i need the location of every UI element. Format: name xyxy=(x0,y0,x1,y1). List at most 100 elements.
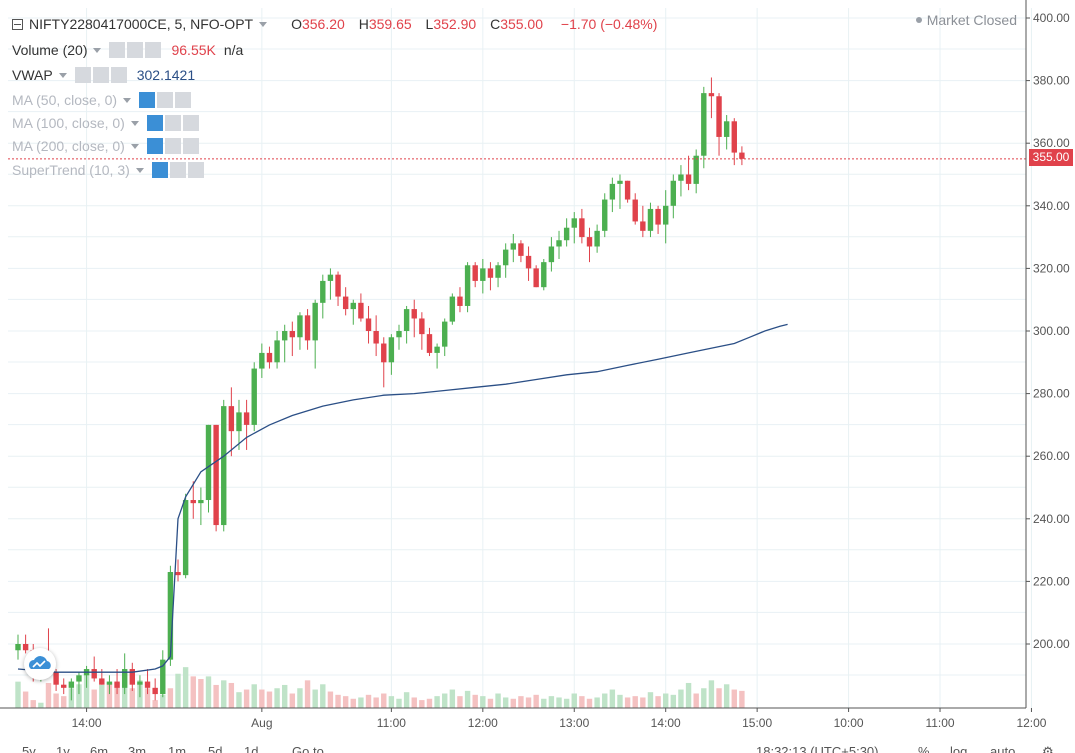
candle xyxy=(442,318,448,357)
volume-bar xyxy=(213,684,219,708)
volume-bar xyxy=(61,696,67,708)
indicator-name[interactable]: Volume (20) xyxy=(12,42,88,58)
time-axis: 14:00 Aug 11:00 12:00 13:00 14:00 15:00 10:00 11… xyxy=(0,707,1047,730)
volume-bar xyxy=(670,694,677,708)
indicator-value-2: n/a xyxy=(223,42,244,58)
volume-bar xyxy=(563,698,570,708)
symbol-name[interactable]: NIFTY2280417000CE, 5, NFO-OPT xyxy=(29,16,254,32)
volume-bar xyxy=(411,697,417,708)
close-icon[interactable] xyxy=(175,92,192,108)
candle-body xyxy=(114,681,120,688)
candle xyxy=(342,287,349,316)
gear-icon[interactable]: ⚙ xyxy=(1042,744,1054,753)
timeframe-5d[interactable]: 5d xyxy=(208,744,223,753)
cloud-logo-icon[interactable] xyxy=(24,648,56,680)
open-value: 356.20 xyxy=(301,16,345,32)
volume-bar xyxy=(502,697,509,708)
time-tick-label: 11:00 xyxy=(377,716,406,730)
chevron-down-icon[interactable] xyxy=(130,143,139,149)
visibility-icon[interactable] xyxy=(74,67,91,83)
close-icon[interactable] xyxy=(182,138,199,154)
percent-toggle[interactable]: % xyxy=(918,744,930,753)
visibility-icon[interactable] xyxy=(109,42,126,58)
candle xyxy=(121,653,128,695)
candle-body xyxy=(304,315,311,341)
indicator-name[interactable]: MA (100, close, 0) xyxy=(12,115,125,131)
chevron-down-icon[interactable] xyxy=(93,47,102,53)
gear-icon[interactable] xyxy=(92,67,109,83)
chevron-down-icon[interactable] xyxy=(130,120,139,126)
timeframe-1y[interactable]: 1y xyxy=(56,744,70,753)
candle-body xyxy=(442,321,448,347)
candle xyxy=(670,174,677,219)
candle xyxy=(716,93,722,156)
close-icon[interactable] xyxy=(182,115,199,131)
chevron-down-icon[interactable] xyxy=(123,97,132,103)
candle-body xyxy=(502,249,509,266)
auto-toggle[interactable]: auto xyxy=(990,744,1016,753)
volume-bar xyxy=(274,688,280,708)
candle xyxy=(282,324,288,363)
close-icon[interactable] xyxy=(145,42,162,58)
candle-body xyxy=(99,678,105,685)
timeframe-3m[interactable]: 3m xyxy=(128,744,147,753)
chevron-down-icon[interactable] xyxy=(58,72,67,78)
candle xyxy=(297,312,303,350)
candle-body xyxy=(655,208,661,225)
timeframe-1d[interactable]: 1d xyxy=(244,744,259,753)
indicator-name[interactable]: MA (50, close, 0) xyxy=(12,92,118,108)
candle-body xyxy=(259,352,265,369)
goto-button[interactable]: Go to... xyxy=(292,744,335,753)
candle xyxy=(396,324,402,350)
volume-bar xyxy=(282,684,288,708)
indicator-name[interactable]: SuperTrend (10, 3) xyxy=(12,162,130,178)
candle-body xyxy=(594,230,600,247)
volume-bar xyxy=(541,698,547,708)
candle xyxy=(22,634,29,654)
hidden-eye-icon[interactable] xyxy=(146,138,163,154)
volume-bar xyxy=(251,684,257,708)
hidden-eye-icon[interactable] xyxy=(151,162,168,178)
candle-body xyxy=(480,268,486,281)
log-toggle[interactable]: log xyxy=(950,744,968,753)
volume-bar xyxy=(571,693,577,708)
gear-icon[interactable] xyxy=(164,115,181,131)
candle xyxy=(518,240,524,263)
chevron-down-icon[interactable] xyxy=(259,21,268,27)
volume-bar xyxy=(403,692,410,708)
candle xyxy=(335,271,341,306)
timeframe-6m[interactable]: 6m xyxy=(90,744,109,753)
candle xyxy=(61,678,67,695)
gear-icon[interactable] xyxy=(164,138,181,154)
timeframe-5y[interactable]: 5y xyxy=(22,744,36,753)
candle-body xyxy=(121,669,128,688)
time-tick-label: 10:00 xyxy=(834,716,864,730)
hidden-eye-icon[interactable] xyxy=(139,92,156,108)
price-tick-label: 240.00 xyxy=(1033,512,1070,526)
close-icon[interactable] xyxy=(110,67,127,83)
volume-bar xyxy=(716,688,722,708)
candle-body xyxy=(342,296,349,310)
candle-body xyxy=(365,318,372,331)
candle xyxy=(327,268,334,300)
volume-bar xyxy=(45,682,52,708)
candle xyxy=(160,650,166,698)
chevron-down-icon[interactable] xyxy=(135,167,144,173)
candle xyxy=(76,672,82,695)
gear-icon[interactable] xyxy=(169,162,186,178)
timeframe-1m[interactable]: 1m xyxy=(168,744,187,753)
gear-icon[interactable] xyxy=(127,42,144,58)
close-icon[interactable] xyxy=(187,162,204,178)
candle-body xyxy=(266,352,273,363)
hidden-eye-icon[interactable] xyxy=(146,115,163,131)
collapse-icon[interactable] xyxy=(12,18,23,30)
volume-bar xyxy=(175,673,181,708)
volume-bar xyxy=(464,690,471,708)
indicator-name[interactable]: MA (200, close, 0) xyxy=(12,138,125,154)
gear-icon[interactable] xyxy=(157,92,174,108)
candle xyxy=(373,315,379,357)
volume-bar xyxy=(30,700,36,708)
indicator-name[interactable]: VWAP xyxy=(12,67,53,83)
candle-body xyxy=(419,318,425,335)
